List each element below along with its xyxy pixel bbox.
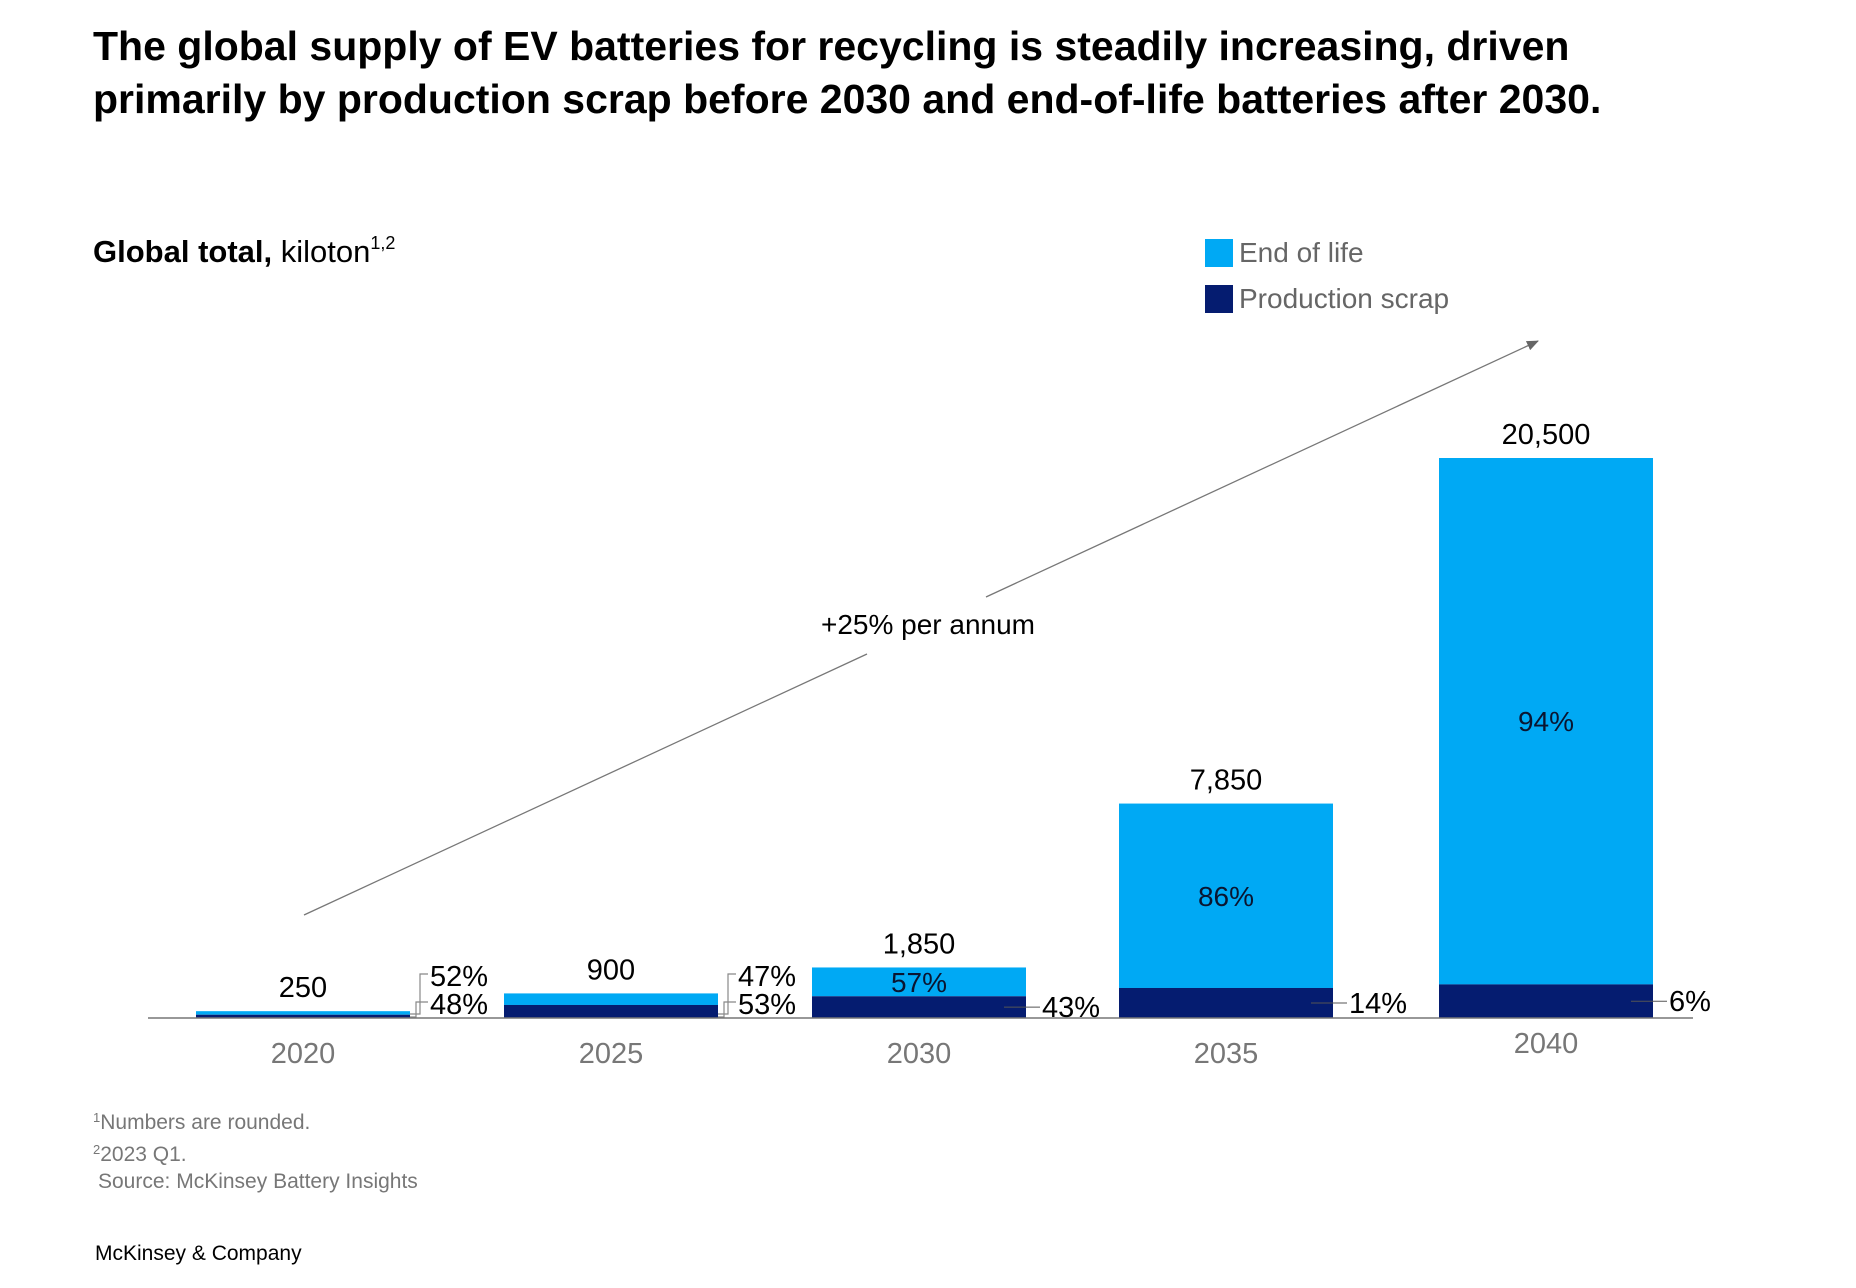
- total-label-2020: 250: [279, 972, 327, 1004]
- growth-rate-label: +25% per annum: [821, 609, 1035, 640]
- share-label-production-scrap-2035: 14%: [1349, 988, 1407, 1020]
- share-label-end-of-life-2030: 57%: [891, 967, 947, 998]
- bar-production-scrap-2040: [1439, 984, 1653, 1018]
- bar-end-of-life-2030: [812, 967, 1026, 997]
- footnote-2-mark: 2: [93, 1142, 101, 1157]
- share-label-production-scrap-2040: 6%: [1669, 986, 1711, 1018]
- bar-production-scrap-2020: [196, 1014, 410, 1018]
- share-label-end-of-life-2035: 86%: [1198, 881, 1254, 912]
- legend-swatch-production-scrap: [1205, 285, 1233, 313]
- legend-label-end-of-life: End of life: [1239, 237, 1364, 268]
- bracket-lower-2020: [410, 1001, 428, 1018]
- category-label-2020: 2020: [271, 1038, 336, 1070]
- footnote-1: 1Numbers are rounded.: [93, 1104, 418, 1136]
- category-label-2040: 2040: [1514, 1028, 1579, 1060]
- legend: End of life Production scrap: [1205, 230, 1449, 322]
- footnotes: 1Numbers are rounded. 22023 Q1. Source: …: [93, 1104, 418, 1195]
- category-label-2035: 2035: [1194, 1038, 1259, 1070]
- bar-production-scrap-2035: [1119, 987, 1333, 1018]
- total-label-2025: 900: [587, 954, 635, 986]
- share-label-end-of-life-2025: 47%: [738, 961, 796, 993]
- subtitle-bold: Global total,: [93, 234, 273, 269]
- legend-swatch-end-of-life: [1205, 239, 1233, 267]
- share-label-production-scrap-2030: 43%: [1042, 992, 1100, 1024]
- footnote-1-mark: 1: [93, 1110, 101, 1125]
- bar-production-scrap-2030: [812, 996, 1026, 1018]
- bracket-upper-2020: [410, 973, 428, 1015]
- bar-end-of-life-2025: [504, 993, 718, 1005]
- category-label-2025: 2025: [579, 1038, 644, 1070]
- chart-subtitle: Global total, kiloton1,2: [93, 233, 395, 270]
- total-label-2040: 20,500: [1502, 419, 1591, 451]
- share-label-end-of-life-2040: 94%: [1518, 706, 1574, 737]
- footnote-2: 22023 Q1.: [93, 1136, 418, 1168]
- bar-end-of-life-2020: [196, 1011, 410, 1015]
- bar-production-scrap-2025: [504, 1004, 718, 1018]
- bracket-upper-2025: [718, 973, 736, 1015]
- bracket-lower-2025: [718, 1001, 736, 1018]
- subtitle-unit: kiloton: [280, 234, 371, 269]
- bar-end-of-life-2040: [1439, 458, 1653, 985]
- legend-label-production-scrap: Production scrap: [1239, 283, 1450, 314]
- brand-logo-text: McKinsey & Company: [95, 1242, 302, 1265]
- total-label-2035: 7,850: [1190, 765, 1263, 797]
- footnote-2-text: 2023 Q1.: [100, 1143, 187, 1166]
- footnote-1-text: Numbers are rounded.: [100, 1111, 311, 1134]
- subtitle-footnote-marks: 1,2: [370, 233, 396, 253]
- legend-item-end-of-life: End of life: [1205, 230, 1449, 276]
- share-label-production-scrap-2020: 48%: [430, 989, 488, 1021]
- growth-arrow-line-lower: [303, 653, 868, 916]
- growth-arrow-line-upper: [985, 340, 1539, 598]
- total-label-2030: 1,850: [883, 928, 956, 960]
- chart-title: The global supply of EV batteries for re…: [93, 23, 1602, 122]
- bar-end-of-life-2035: [1119, 803, 1333, 988]
- share-label-end-of-life-2020: 52%: [430, 961, 488, 993]
- share-label-production-scrap-2025: 53%: [738, 989, 796, 1021]
- category-label-2030: 2030: [887, 1038, 952, 1070]
- source-note: Source: McKinsey Battery Insights: [98, 1170, 418, 1193]
- legend-item-production-scrap: Production scrap: [1205, 276, 1449, 322]
